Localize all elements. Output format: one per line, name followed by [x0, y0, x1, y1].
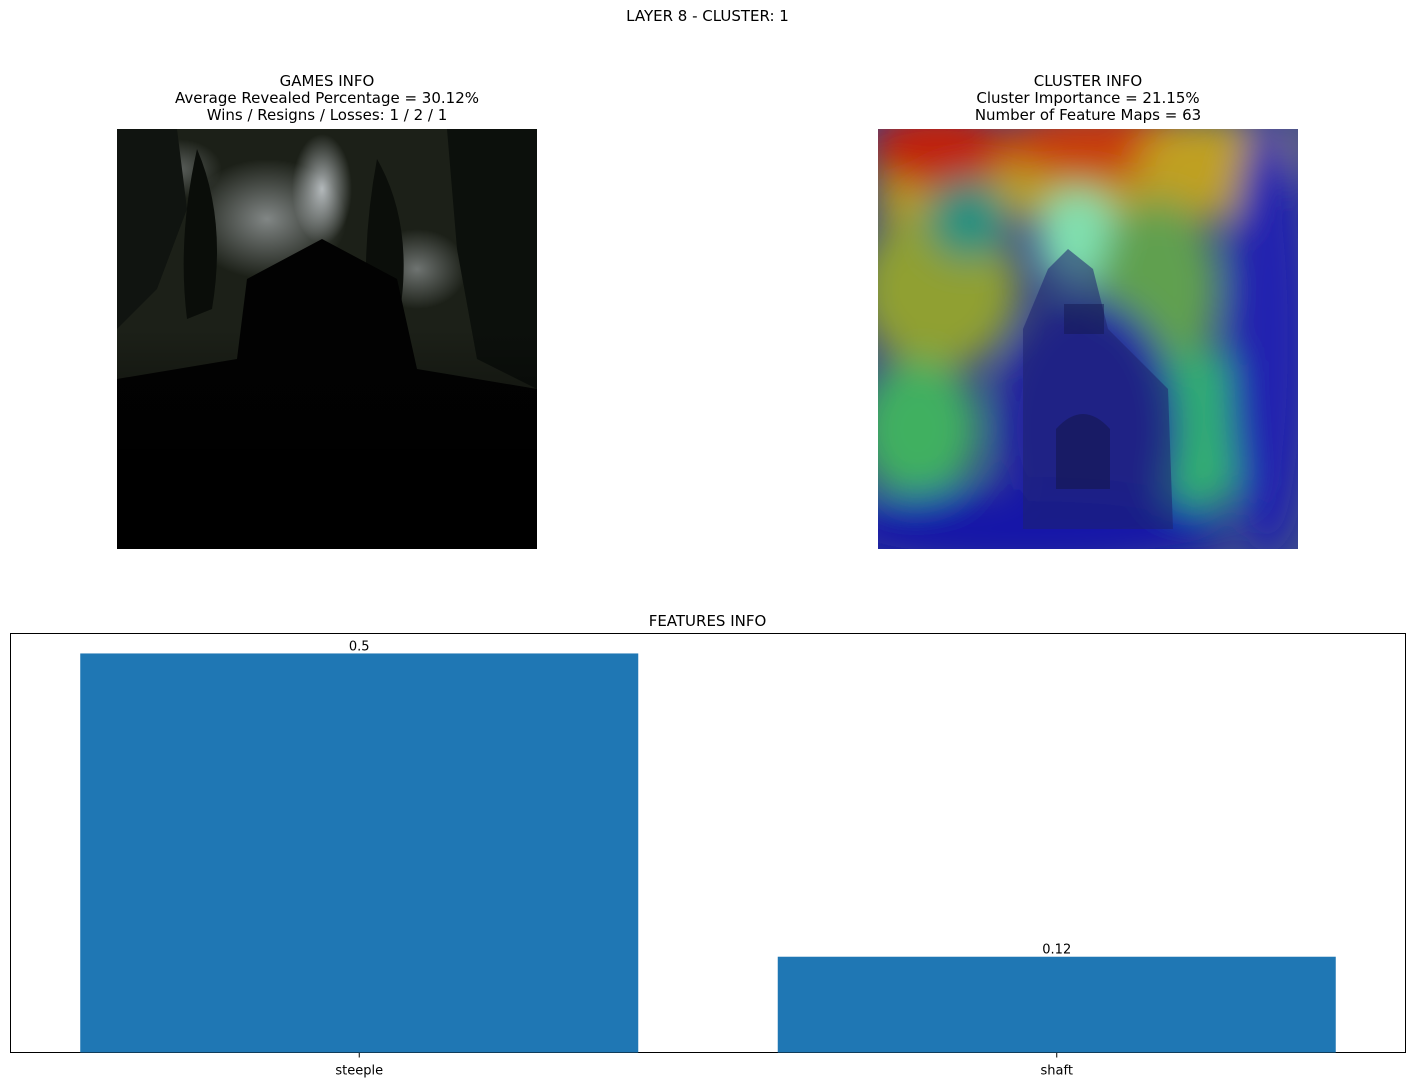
bar-value-label-shaft: 0.12: [1042, 943, 1071, 958]
cluster-info-title-block: CLUSTER INFO Cluster Importance = 21.15%…: [828, 73, 1348, 124]
figure-suptitle: LAYER 8 - CLUSTER: 1: [626, 7, 789, 25]
cluster-heatmap-image: [878, 129, 1298, 549]
x-tick-label-steeple: steeple: [335, 1064, 383, 1079]
bar-shaft: [777, 956, 1336, 1053]
bar-steeple: [80, 653, 639, 1053]
features-chart-title: FEATURES INFO: [648, 612, 767, 630]
features-bar-chart: 0.5 steeple 0.12 shaft: [10, 633, 1406, 1079]
games-info-revealed-percentage: Average Revealed Percentage = 30.12%: [174, 89, 479, 107]
bar-value-label-steeple: 0.5: [349, 639, 370, 654]
cluster-heatmap-graphic: [878, 129, 1298, 549]
revealed-image-graphic: [117, 129, 537, 549]
revealed-image: [117, 129, 537, 549]
cluster-info-title: CLUSTER INFO: [1033, 72, 1143, 90]
cluster-info-importance: Cluster Importance = 21.15%: [976, 89, 1200, 107]
games-info-title: GAMES INFO: [279, 72, 375, 90]
plot-frame: [10, 633, 1406, 1053]
x-tick-label-shaft: shaft: [1041, 1064, 1073, 1079]
games-info-title-block: GAMES INFO Average Revealed Percentage =…: [67, 73, 587, 124]
games-info-wins-resigns-losses: Wins / Resigns / Losses: 1 / 2 / 1: [206, 106, 448, 124]
cluster-info-feature-maps: Number of Feature Maps = 63: [974, 106, 1202, 124]
